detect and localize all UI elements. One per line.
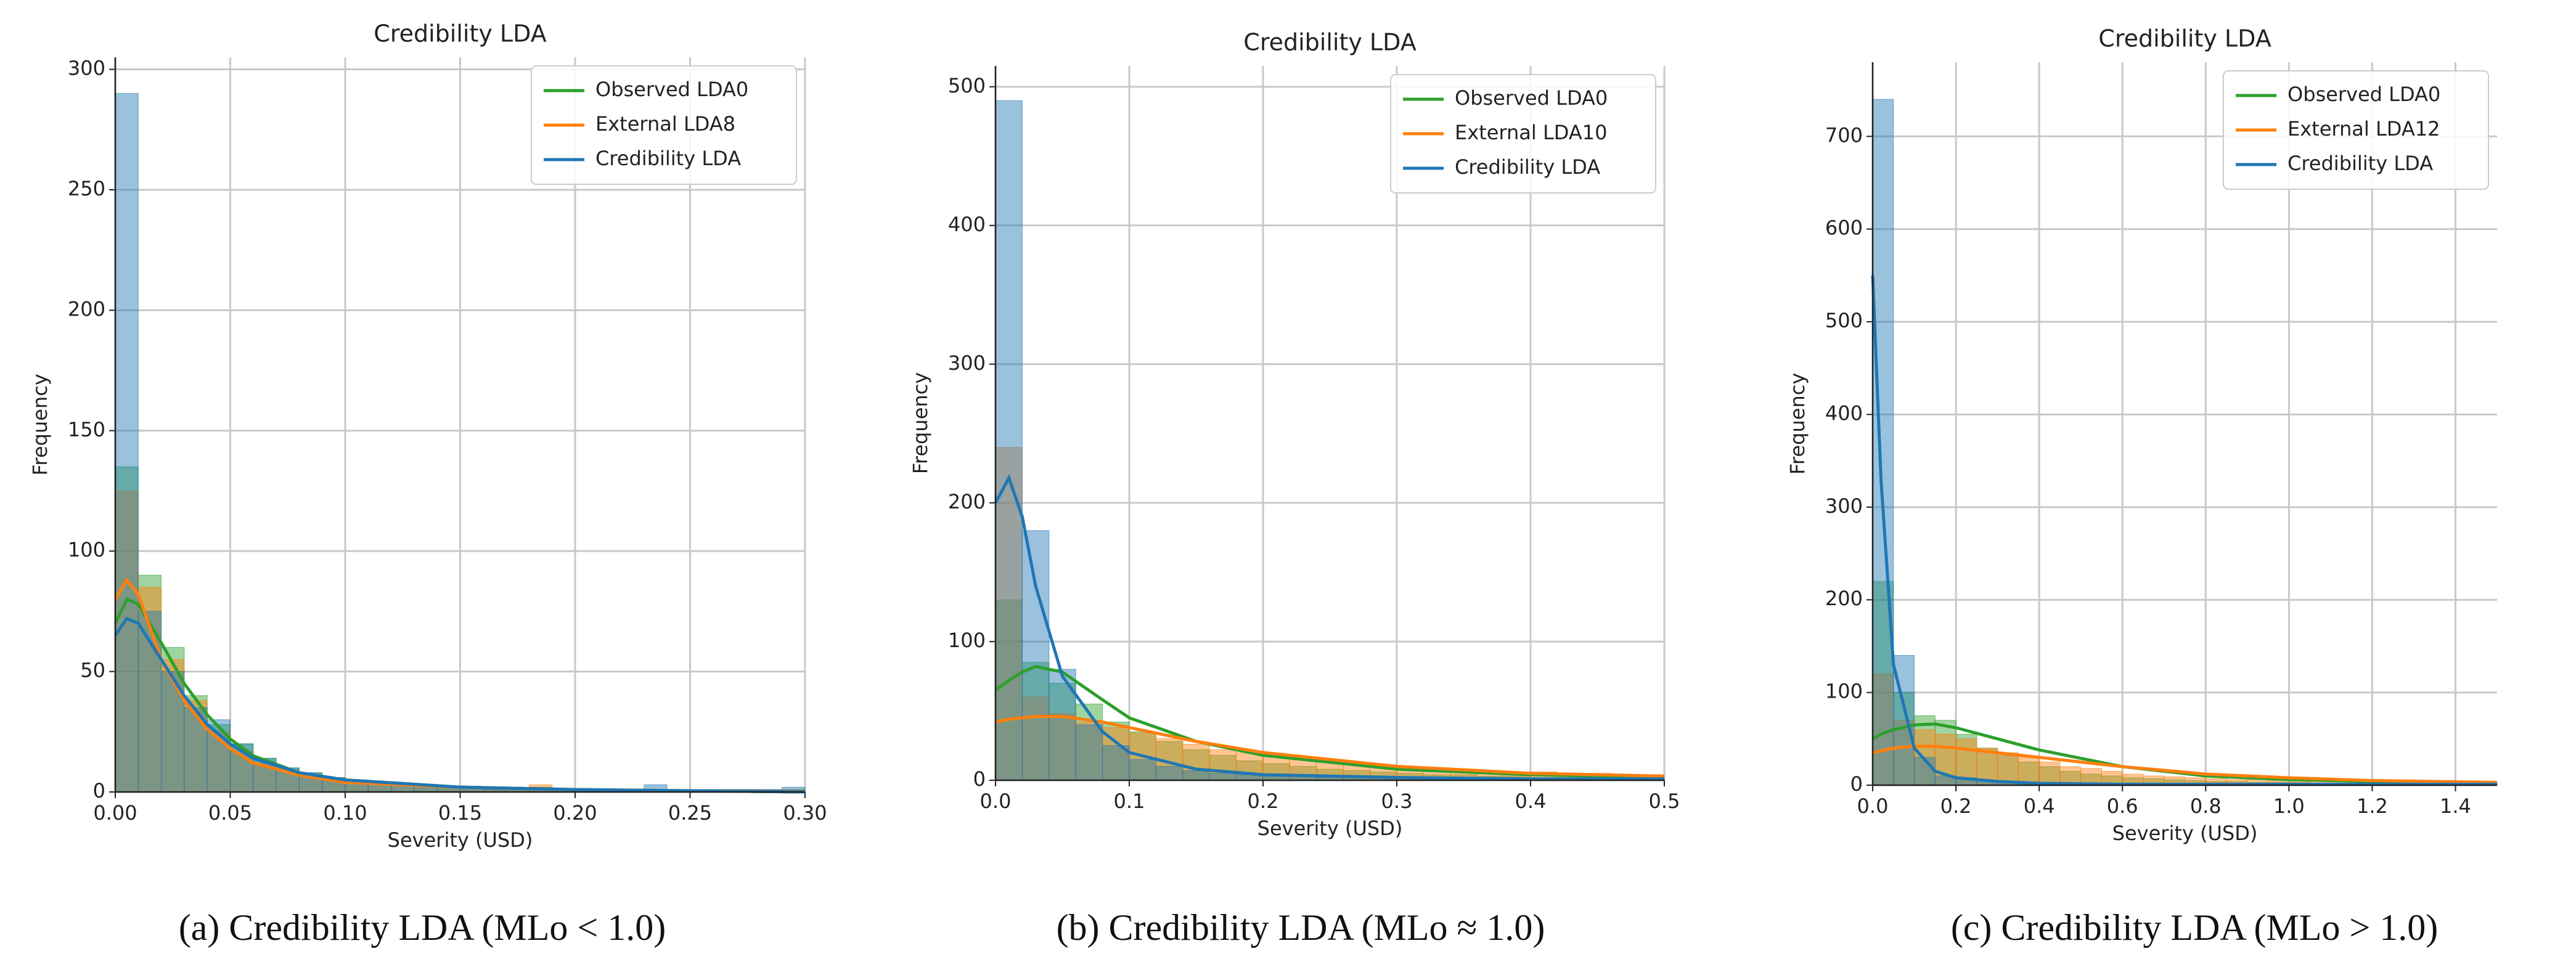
histogram-bar [1236,760,1264,781]
legend-box [531,65,797,185]
histogram-bar [1997,752,2019,786]
y-tick-label: 700 [1825,123,1863,147]
histogram-bar [1182,770,1210,781]
legend-label: External LDA12 [2288,117,2440,141]
chart-title: Credibility LDA [374,20,546,47]
histogram-bar [1021,530,1050,781]
chart: 0 50 100 150 200 250 300 0.00 0.05 0.10 0.15 0.20 0.… [28,20,827,852]
y-tick-label: 0 [93,779,105,802]
y-axis-label: Frequency [1786,373,1809,475]
histogram-bar [1075,724,1103,781]
histogram-bar [1155,765,1184,781]
x-tick-label: 0.4 [2024,794,2055,818]
kde-line [1872,745,2498,784]
x-tick-label: 1.4 [2440,794,2471,818]
x-tick-label: 0.4 [1515,789,1547,813]
y-tick-label: 500 [948,74,986,97]
chart: 0 100 200 300 400 500 600 700 0.0 0.2 0.4 0.6 0.8 1.0… [1786,25,2498,845]
x-tick-label: 0.1 [1114,789,1145,813]
histogram-bar [1182,743,1210,781]
kde-line [994,664,1665,779]
y-tick-label: 100 [948,629,986,652]
y-tick-label: 100 [1825,680,1863,703]
x-tick-label: 0.25 [668,801,712,825]
x-axis-label: Severity (USD) [388,828,533,852]
y-tick-label: 100 [68,538,105,561]
histogram-bar [1209,749,1237,781]
legend-label: Credibility LDA [2288,152,2433,175]
x-tick-label: 0.20 [553,801,597,825]
x-axis-label: Severity (USD) [1257,817,1403,840]
y-tick-label: 200 [68,297,105,320]
x-tick-label: 0.8 [2190,794,2222,818]
y-axis-label: Frequency [909,372,932,474]
histogram-bar [995,100,1023,781]
histogram-bar [1021,696,1050,781]
histogram-bar [1021,662,1050,781]
histogram-bar [2038,761,2061,786]
caption: (c) Credibility LDA (MLo > 1.0) [1951,907,2438,948]
chart-title: Credibility LDA [2098,25,2271,52]
y-axis-label: Frequency [28,373,52,475]
kde-line [994,474,1664,781]
histogram-bar [1997,755,2019,786]
legend-label: Credibility LDA [1455,155,1600,179]
y-tick-label: 400 [948,213,986,236]
legend-label: External LDA10 [1455,121,1607,144]
legend-box [1390,74,1656,194]
x-tick-label: 0.30 [783,801,827,825]
y-tick-label: 250 [68,177,105,200]
y-tick-label: 600 [1825,216,1863,240]
x-tick-label: 0.3 [1381,789,1413,813]
x-tick-label: 0.0 [1857,794,1889,818]
y-tick-label: 150 [68,418,105,441]
x-tick-label: 0.10 [323,801,367,825]
x-tick-label: 0.2 [1940,794,1972,818]
y-tick-label: 0 [973,767,986,791]
legend-box [2223,70,2489,190]
histogram-bar [1872,99,1894,786]
kde-line [995,714,1665,778]
x-tick-label: 0.0 [980,789,1012,813]
histogram-bar [1914,757,1936,786]
kde-line [1871,722,2498,785]
legend-label: Credibility LDA [595,147,741,170]
histogram-bar [115,93,139,793]
caption: (b) Credibility LDA (MLo ≈ 1.0) [1057,907,1545,948]
histogram-bar [1182,749,1210,781]
legend-label: External LDA8 [595,112,735,136]
y-tick-label: 200 [1825,587,1863,610]
y-tick-label: 200 [948,490,986,513]
y-tick-label: 500 [1825,309,1863,332]
x-tick-label: 1.2 [2357,794,2388,818]
kde-line [1871,275,2497,786]
x-tick-label: 0.15 [438,801,482,825]
histogram-bar [1129,759,1156,781]
histogram-bar [1209,773,1237,781]
chart: 0 100 200 300 400 500 0.0 0.1 0.2 0.3 0.4 0.5 Credib… [909,29,1680,841]
y-tick-label: 300 [948,351,986,375]
x-tick-label: 0.00 [93,801,137,825]
y-tick-label: 0 [1850,772,1863,796]
x-tick-label: 0.6 [2107,794,2138,818]
caption: (a) Credibility LDA (MLo < 1.0) [179,907,666,948]
x-tick-label: 0.2 [1248,789,1279,813]
chart-title: Credibility LDA [1243,29,1416,56]
y-tick-label: 300 [1825,494,1863,518]
x-tick-label: 0.05 [208,801,252,825]
x-tick-label: 0.5 [1649,789,1680,813]
histogram-bar [1049,669,1076,781]
legend-label: Observed LDA0 [1455,86,1608,110]
y-tick-label: 50 [80,659,105,682]
histogram-bar [995,599,1023,781]
x-axis-label: Severity (USD) [2112,822,2258,845]
x-tick-label: 1.0 [2273,794,2305,818]
legend-label: Observed LDA0 [595,78,748,101]
y-tick-label: 300 [68,57,105,80]
kde-line [113,616,806,794]
legend-label: Observed LDA0 [2288,83,2440,106]
y-tick-label: 400 [1825,401,1863,425]
